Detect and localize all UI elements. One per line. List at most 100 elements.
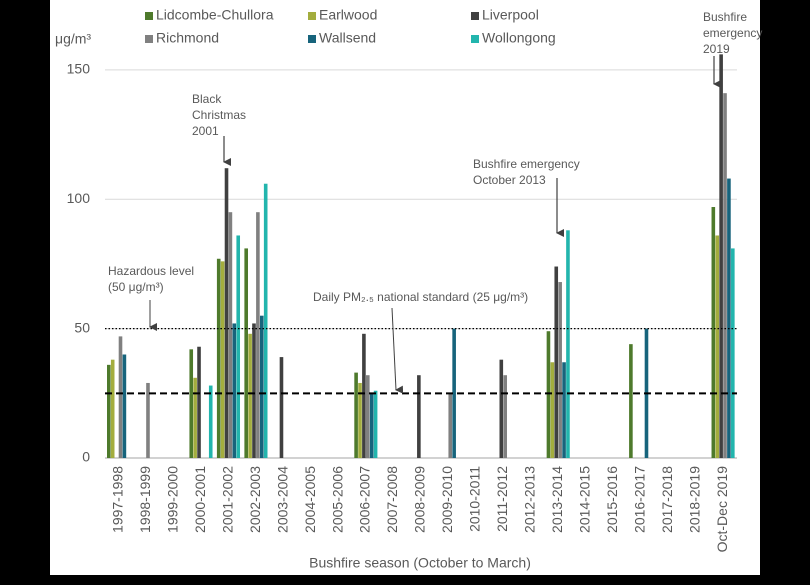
bar xyxy=(193,377,197,458)
x-tick-label: 2013-2014 xyxy=(549,466,565,533)
bar xyxy=(566,230,570,458)
x-tick-label: 2017-2018 xyxy=(659,466,675,533)
x-axis-label: Bushfire season (October to March) xyxy=(309,555,531,571)
legend-swatch xyxy=(471,12,479,20)
bar xyxy=(358,382,362,458)
bar xyxy=(248,333,252,458)
x-tick-label: 2008-2009 xyxy=(412,466,428,533)
bar xyxy=(228,212,233,458)
x-tick-label: 2002-2003 xyxy=(247,466,263,533)
y-unit: μg/m³ xyxy=(55,31,91,47)
bar xyxy=(723,93,727,458)
legend-label: Richmond xyxy=(156,30,219,46)
annotation: Black xyxy=(192,92,222,106)
y-tick-label: 50 xyxy=(74,319,90,335)
reference-label: Daily PM₂.₅ national standard (25 μg/m³) xyxy=(313,290,528,304)
x-tick-label: 2012-2013 xyxy=(522,466,538,533)
annotation: October 2013 xyxy=(473,173,546,187)
plot-background xyxy=(50,0,760,575)
annotation: 2001 xyxy=(192,124,219,138)
x-tick-label: 2011-2012 xyxy=(494,466,510,532)
bar xyxy=(256,212,260,458)
x-tick-label: 2014-2015 xyxy=(577,466,593,533)
bar xyxy=(279,357,284,458)
bar xyxy=(354,372,358,458)
legend-swatch xyxy=(471,35,479,43)
bar xyxy=(263,183,268,458)
legend-swatch xyxy=(145,12,153,20)
legend-label: Wollongong xyxy=(482,30,556,46)
reference-label: (50 μg/m³) xyxy=(108,280,164,294)
x-tick-label: 2001-2002 xyxy=(219,466,235,533)
bar xyxy=(220,261,225,458)
x-tick-label: 2015-2016 xyxy=(604,466,620,533)
bar xyxy=(118,336,123,458)
annotation: Bushfire xyxy=(703,10,747,24)
bar xyxy=(546,331,551,458)
bar xyxy=(216,258,221,458)
bar xyxy=(232,323,237,458)
bar xyxy=(711,207,716,458)
bar xyxy=(562,362,566,458)
x-tick-label: 2007-2008 xyxy=(384,466,400,533)
bar xyxy=(499,359,504,458)
bar xyxy=(731,248,735,458)
bar xyxy=(448,393,453,458)
bar xyxy=(146,382,150,458)
x-tick-label: 2016-2017 xyxy=(632,466,648,533)
bar xyxy=(236,235,241,458)
bar xyxy=(189,349,194,458)
legend-label: Liverpool xyxy=(482,7,539,23)
bar xyxy=(629,344,633,458)
bar xyxy=(727,178,731,459)
bar xyxy=(110,359,115,458)
x-tick-label: 2005-2006 xyxy=(329,466,345,533)
y-tick-label: 100 xyxy=(67,190,91,206)
legend-label: Lidcombe-Chullora xyxy=(156,7,274,23)
y-tick-label: 150 xyxy=(67,61,91,77)
x-tick-label: 2010-2011 xyxy=(467,466,483,532)
x-tick-label: Oct-Dec 2019 xyxy=(714,466,730,553)
bar xyxy=(362,333,366,458)
annotation: 2019 xyxy=(703,42,730,56)
bar xyxy=(107,364,111,458)
annotation: Christmas xyxy=(192,108,246,122)
bar xyxy=(417,375,421,458)
x-tick-label: 2004-2005 xyxy=(302,466,318,533)
bar xyxy=(224,168,229,458)
x-tick-label: 1998-1999 xyxy=(137,466,153,533)
bar xyxy=(366,375,370,458)
bar xyxy=(197,346,201,458)
bar xyxy=(554,266,559,458)
x-tick-label: 2003-2004 xyxy=(274,466,290,533)
bar xyxy=(719,54,723,458)
x-tick-label: 2009-2010 xyxy=(439,466,455,533)
x-tick-label: 1999-2000 xyxy=(164,466,180,533)
legend-swatch xyxy=(145,35,153,43)
x-tick-label: 2006-2007 xyxy=(357,466,373,533)
bar xyxy=(259,315,264,458)
bar xyxy=(252,323,256,458)
annotation: Bushfire emergency xyxy=(473,157,580,171)
bar xyxy=(122,354,127,458)
bar xyxy=(208,385,213,458)
legend-swatch xyxy=(308,12,316,20)
bar xyxy=(715,235,720,458)
x-tick-label: 2018-2019 xyxy=(686,466,702,533)
bar xyxy=(550,362,555,458)
bar xyxy=(503,375,507,458)
annotation: emergency xyxy=(703,26,762,40)
bar xyxy=(558,282,562,458)
y-tick-label: 0 xyxy=(82,449,90,465)
reference-label: Hazardous level xyxy=(108,264,194,278)
bar xyxy=(452,328,456,458)
x-tick-label: 2000-2001 xyxy=(192,466,208,533)
legend-label: Earlwood xyxy=(319,7,377,23)
bar xyxy=(373,390,378,458)
arrow xyxy=(391,307,404,394)
legend-swatch xyxy=(308,35,316,43)
bar xyxy=(369,393,374,458)
bar xyxy=(244,248,248,458)
